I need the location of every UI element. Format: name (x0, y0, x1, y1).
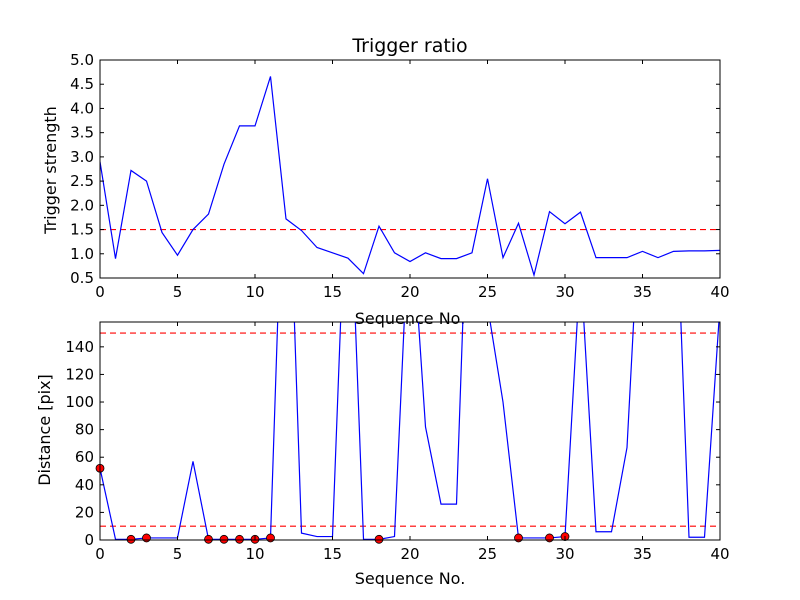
x-axis-label: Sequence No. (355, 309, 466, 328)
data-point-marker (514, 533, 523, 543)
x-tick-label: 35 (633, 283, 652, 301)
y-tick-label: 80 (75, 421, 94, 439)
y-axis-label: Trigger strength (41, 106, 60, 235)
y-tick-label: 3.0 (70, 148, 94, 166)
series-line (100, 76, 720, 278)
plot-area: 0 5 10 15 20 25 30 35 40 0.5 1.0 1.5 2.0 2.5 3.0 3.5 4.0… (70, 51, 729, 301)
trigger-ratio-chart: Trigger ratio Sequence No. Trigger stren… (41, 35, 730, 328)
y-axis-label: Distance [pix] (35, 374, 54, 486)
x-tick-label: 10 (245, 545, 264, 563)
x-tick-label: 0 (95, 283, 105, 301)
data-point-marker (142, 533, 151, 543)
x-tick-label: 30 (555, 283, 574, 301)
x-tick-label: 15 (323, 545, 342, 563)
data-point-marker (266, 533, 275, 543)
x-tick-label: 40 (710, 283, 729, 301)
x-tick-label: 35 (633, 545, 652, 563)
data-point-marker (219, 534, 229, 544)
data-point-marker (204, 534, 213, 544)
y-tick-label: 5.0 (70, 51, 94, 69)
x-tick-label: 20 (400, 283, 419, 301)
x-tick-label: 25 (478, 283, 497, 301)
y-tick-label: 140 (65, 338, 94, 356)
plot-area: 0 5 10 15 20 25 30 35 40 0 20 40 60 80 100 120 140 (65, 321, 730, 563)
x-tick-label: 30 (555, 545, 574, 563)
x-tick-label: 0 (95, 545, 105, 563)
y-tick-label: 0 (84, 531, 94, 549)
y-tick-label: 40 (75, 476, 94, 494)
data-point-marker (545, 533, 554, 543)
y-tick-label: 0.5 (70, 269, 94, 287)
x-tick-label: 5 (173, 283, 183, 301)
data-point-marker (235, 534, 244, 544)
y-tick-label: 120 (65, 365, 94, 383)
x-tick-label: 40 (710, 545, 729, 563)
x-tick-label: 20 (400, 545, 419, 563)
data-point-marker (374, 534, 384, 544)
x-tick-label: 25 (478, 545, 497, 563)
y-tick-label: 100 (65, 393, 94, 411)
y-tick-label: 2.0 (70, 196, 94, 214)
y-tick-label: 3.5 (70, 124, 94, 142)
y-tick-label: 1.5 (70, 221, 94, 239)
x-axis-label: Sequence No. (355, 569, 466, 588)
x-tick-label: 5 (173, 545, 183, 563)
y-tick-label: 20 (75, 503, 94, 521)
chart-title: Trigger ratio (351, 35, 467, 57)
data-point-marker (126, 534, 136, 544)
y-tick-label: 4.5 (70, 75, 94, 93)
y-tick-label: 2.5 (70, 172, 94, 190)
y-tick-label: 60 (75, 448, 94, 466)
y-tick-label: 4.0 (70, 99, 94, 117)
x-tick-label: 10 (245, 283, 264, 301)
y-tick-label: 1.0 (70, 245, 94, 263)
distance-chart: Sequence No. Distance [pix] 0 5 10 15 20 25 30… (35, 321, 730, 588)
series-line (100, 322, 720, 540)
x-tick-label: 15 (323, 283, 342, 301)
